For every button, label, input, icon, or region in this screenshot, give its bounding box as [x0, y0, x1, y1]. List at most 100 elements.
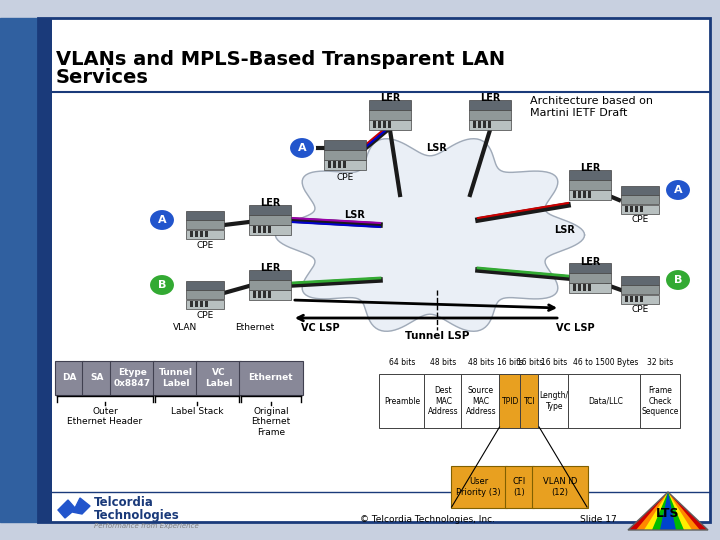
Text: LER: LER	[580, 163, 600, 173]
FancyBboxPatch shape	[55, 361, 84, 395]
Ellipse shape	[289, 137, 315, 159]
Text: Architecture based on
Martini IETF Draft: Architecture based on Martini IETF Draft	[530, 96, 653, 118]
Text: Dest
MAC
Address: Dest MAC Address	[428, 386, 459, 416]
FancyBboxPatch shape	[195, 231, 198, 237]
FancyBboxPatch shape	[505, 466, 534, 508]
FancyBboxPatch shape	[569, 170, 611, 179]
FancyBboxPatch shape	[625, 295, 628, 302]
Polygon shape	[660, 492, 676, 530]
FancyBboxPatch shape	[538, 374, 570, 428]
FancyBboxPatch shape	[268, 291, 271, 298]
FancyBboxPatch shape	[258, 291, 261, 298]
Text: Ethernet: Ethernet	[235, 323, 274, 333]
FancyBboxPatch shape	[569, 283, 611, 293]
Text: 16 bits: 16 bits	[517, 358, 544, 367]
Text: VLAN ID
(12): VLAN ID (12)	[543, 477, 577, 497]
FancyBboxPatch shape	[461, 374, 500, 428]
Text: LSR: LSR	[426, 143, 447, 153]
Text: A: A	[674, 185, 683, 195]
Text: VC LSP: VC LSP	[556, 323, 594, 333]
Text: DA: DA	[63, 374, 77, 382]
Text: 48 bits: 48 bits	[431, 358, 456, 367]
Text: Services: Services	[56, 68, 149, 87]
FancyBboxPatch shape	[373, 121, 376, 128]
FancyBboxPatch shape	[324, 140, 366, 150]
Polygon shape	[0, 18, 38, 522]
Text: 46 to 1500 Bytes: 46 to 1500 Bytes	[572, 358, 638, 367]
FancyBboxPatch shape	[578, 191, 581, 198]
Polygon shape	[58, 498, 90, 518]
Text: Performance from Experience: Performance from Experience	[94, 523, 199, 529]
Polygon shape	[276, 139, 585, 332]
Text: 64 bits: 64 bits	[389, 358, 415, 367]
Text: LER: LER	[480, 93, 500, 103]
Polygon shape	[644, 492, 692, 530]
FancyBboxPatch shape	[249, 215, 291, 225]
Text: Label Stack: Label Stack	[171, 407, 223, 416]
FancyBboxPatch shape	[473, 121, 476, 128]
FancyBboxPatch shape	[640, 295, 643, 302]
FancyBboxPatch shape	[469, 120, 511, 130]
FancyBboxPatch shape	[153, 361, 198, 395]
FancyBboxPatch shape	[568, 374, 642, 428]
FancyBboxPatch shape	[469, 100, 511, 110]
FancyBboxPatch shape	[569, 190, 611, 199]
FancyBboxPatch shape	[621, 195, 659, 204]
Polygon shape	[652, 492, 684, 530]
Text: Slide 17: Slide 17	[580, 515, 617, 523]
FancyBboxPatch shape	[621, 285, 659, 294]
FancyBboxPatch shape	[82, 361, 112, 395]
FancyBboxPatch shape	[583, 191, 586, 198]
FancyBboxPatch shape	[478, 121, 481, 128]
FancyBboxPatch shape	[621, 276, 659, 285]
FancyBboxPatch shape	[488, 121, 491, 128]
FancyBboxPatch shape	[324, 160, 366, 170]
FancyBboxPatch shape	[186, 230, 224, 239]
Text: 16 bits: 16 bits	[541, 358, 567, 367]
FancyBboxPatch shape	[569, 263, 611, 273]
FancyBboxPatch shape	[621, 186, 659, 195]
FancyBboxPatch shape	[483, 121, 486, 128]
Text: CPE: CPE	[631, 215, 649, 225]
FancyBboxPatch shape	[263, 226, 266, 233]
FancyBboxPatch shape	[338, 161, 341, 168]
FancyBboxPatch shape	[369, 100, 411, 110]
FancyBboxPatch shape	[249, 290, 291, 300]
Text: © Telcordia Technologies, Inc.: © Telcordia Technologies, Inc.	[360, 515, 495, 523]
FancyBboxPatch shape	[621, 295, 659, 303]
FancyBboxPatch shape	[640, 374, 680, 428]
Ellipse shape	[665, 179, 691, 201]
FancyBboxPatch shape	[249, 280, 291, 289]
Text: VC LSP: VC LSP	[301, 323, 339, 333]
Text: Preamble: Preamble	[384, 396, 420, 406]
Text: LTS: LTS	[656, 507, 680, 520]
Text: Frame
Check
Sequence: Frame Check Sequence	[642, 386, 679, 416]
FancyBboxPatch shape	[186, 211, 224, 220]
FancyBboxPatch shape	[569, 273, 611, 282]
Ellipse shape	[665, 269, 691, 291]
FancyBboxPatch shape	[588, 191, 591, 198]
FancyBboxPatch shape	[379, 374, 426, 428]
Text: Telcordia: Telcordia	[94, 496, 154, 510]
FancyBboxPatch shape	[498, 374, 522, 428]
Text: LER: LER	[260, 198, 280, 208]
FancyBboxPatch shape	[369, 110, 411, 119]
FancyBboxPatch shape	[186, 220, 224, 229]
FancyBboxPatch shape	[324, 150, 366, 159]
FancyBboxPatch shape	[253, 226, 256, 233]
Polygon shape	[636, 492, 700, 530]
FancyBboxPatch shape	[38, 18, 52, 522]
FancyBboxPatch shape	[532, 466, 588, 508]
Text: CFI
(1): CFI (1)	[513, 477, 526, 497]
FancyBboxPatch shape	[205, 301, 208, 307]
FancyBboxPatch shape	[451, 466, 507, 508]
Text: Ethernet: Ethernet	[248, 374, 293, 382]
FancyBboxPatch shape	[573, 284, 576, 291]
Text: LER: LER	[260, 263, 280, 273]
FancyBboxPatch shape	[625, 206, 628, 212]
Polygon shape	[628, 492, 708, 530]
Text: LSR: LSR	[345, 210, 366, 220]
FancyBboxPatch shape	[200, 301, 203, 307]
Text: CPE: CPE	[197, 310, 214, 320]
FancyBboxPatch shape	[190, 231, 193, 237]
